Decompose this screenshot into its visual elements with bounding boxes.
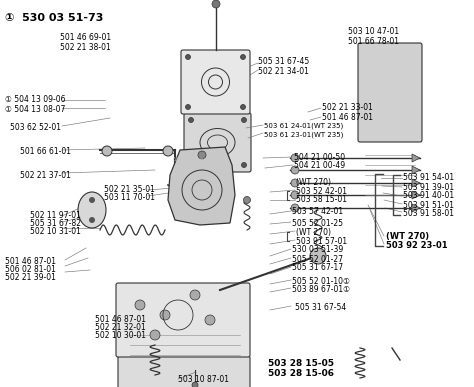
Circle shape [160,310,170,320]
Circle shape [244,197,250,204]
Text: 502 21 38-01: 502 21 38-01 [60,43,111,53]
Text: ① 504 13 08-07: ① 504 13 08-07 [5,106,65,115]
Circle shape [189,163,193,168]
Circle shape [189,118,193,123]
Text: 503 61 23-01(WT 235): 503 61 23-01(WT 235) [264,132,343,138]
Text: (WT 270): (WT 270) [296,228,331,236]
Circle shape [291,166,299,174]
Polygon shape [412,179,420,187]
Text: 503 52 42-01: 503 52 42-01 [296,187,347,195]
Text: 506 02 81-01: 506 02 81-01 [5,265,56,274]
Text: 503 28 15-06: 503 28 15-06 [268,370,334,378]
FancyBboxPatch shape [181,50,250,114]
Text: 503 62 52-01: 503 62 52-01 [10,123,61,132]
Text: 502 21 39-01: 502 21 39-01 [5,274,56,283]
Circle shape [190,290,200,300]
Polygon shape [168,147,235,225]
Text: ARDiagram.com: ARDiagram.com [172,157,228,163]
Text: 501 66 61-01: 501 66 61-01 [20,147,71,156]
Circle shape [241,118,246,123]
Circle shape [205,315,215,325]
Text: 501 46 69-01: 501 46 69-01 [60,34,111,43]
Text: 503 61 24-01(WT 235): 503 61 24-01(WT 235) [264,123,343,129]
Text: ① 504 13 09-06: ① 504 13 09-06 [5,96,65,104]
Circle shape [89,217,95,223]
Text: 502 21 37-01: 502 21 37-01 [20,171,71,180]
Text: 501 46 87-01: 501 46 87-01 [95,315,146,325]
Text: 503 91 54-01: 503 91 54-01 [403,173,454,183]
Circle shape [150,330,160,340]
Text: 503 91 51-01: 503 91 51-01 [403,200,454,209]
Polygon shape [412,191,420,199]
Circle shape [185,104,191,110]
Text: 503 57 42-01: 503 57 42-01 [292,207,343,216]
Text: 505 52 01-10①: 505 52 01-10① [292,276,350,286]
Text: 504 21 00-49: 504 21 00-49 [294,161,345,171]
Text: 503 10 87-01: 503 10 87-01 [178,375,229,385]
Polygon shape [412,154,420,162]
Text: 502 21 35-01: 502 21 35-01 [104,185,155,195]
Text: 505 31 67-45: 505 31 67-45 [258,58,309,67]
Text: 502 21 32-01: 502 21 32-01 [95,324,146,332]
Text: 502 10 30-01: 502 10 30-01 [95,332,146,341]
Text: (WT 270): (WT 270) [296,178,331,187]
Text: 501 46 87-01: 501 46 87-01 [322,113,373,123]
Text: 502 10 31-01: 502 10 31-01 [30,228,81,236]
Text: (WT 270): (WT 270) [386,231,429,240]
Circle shape [185,55,191,60]
Text: 502 21 33-01: 502 21 33-01 [322,103,373,113]
Text: 530 03 51-39: 530 03 51-39 [292,245,343,255]
Text: 503 11 70-01: 503 11 70-01 [104,194,155,202]
Circle shape [310,248,326,264]
Text: 502 11 97-01: 502 11 97-01 [30,212,81,221]
Ellipse shape [78,192,106,228]
Circle shape [291,191,299,199]
Circle shape [291,179,299,187]
Circle shape [291,154,299,162]
Circle shape [198,151,206,159]
Circle shape [241,163,246,168]
Circle shape [291,204,299,212]
Circle shape [212,0,220,8]
Text: 502 21 34-01: 502 21 34-01 [258,67,309,77]
FancyBboxPatch shape [116,283,250,357]
Text: 503 91 39-01: 503 91 39-01 [403,183,454,192]
Text: 503 89 67-01①: 503 89 67-01① [292,286,350,295]
FancyBboxPatch shape [184,113,251,172]
Circle shape [240,104,246,110]
Text: 503 92 23-01: 503 92 23-01 [386,241,447,250]
Circle shape [102,146,112,156]
Circle shape [135,300,145,310]
Text: 501 46 87-01: 501 46 87-01 [5,257,56,267]
Text: 505 31 67-17: 505 31 67-17 [292,264,343,272]
Text: 505 52 01-27: 505 52 01-27 [292,255,343,264]
Polygon shape [412,166,420,174]
FancyBboxPatch shape [358,43,422,142]
Text: ①  530 03 51-73: ① 530 03 51-73 [5,13,103,23]
Text: 504 21 00-50: 504 21 00-50 [294,152,345,161]
FancyBboxPatch shape [118,356,250,387]
Text: 501 66 78-01: 501 66 78-01 [348,38,399,46]
Text: 503 10 47-01: 503 10 47-01 [348,27,399,36]
Text: 503 91 58-01: 503 91 58-01 [403,209,454,219]
Text: 503 91 40-01: 503 91 40-01 [403,192,454,200]
Text: 503 91 57-01: 503 91 57-01 [296,236,347,245]
Circle shape [240,55,246,60]
Circle shape [163,146,173,156]
Text: 503 28 15-05: 503 28 15-05 [268,360,334,368]
Text: 505 31 67-82: 505 31 67-82 [30,219,81,228]
Text: 505 31 67-54: 505 31 67-54 [295,303,346,312]
Circle shape [192,382,198,387]
Text: 503 58 15-01: 503 58 15-01 [296,195,347,204]
Text: 505 52 01-25: 505 52 01-25 [292,219,343,228]
Polygon shape [412,204,420,212]
Circle shape [89,197,95,203]
